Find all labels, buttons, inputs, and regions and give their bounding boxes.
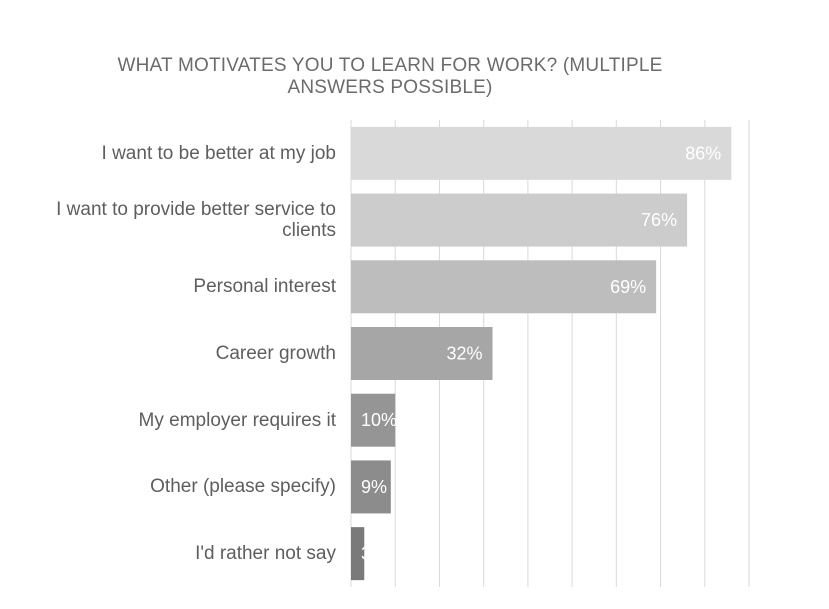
bar	[351, 393, 396, 447]
bar	[351, 460, 391, 514]
data-label: 76%	[641, 210, 677, 230]
bar	[351, 327, 493, 380]
data-label: 9%	[361, 477, 387, 497]
bar	[351, 193, 688, 247]
category-label: I want to provide better service to	[56, 199, 336, 221]
category-label: clients	[282, 220, 336, 242]
category-label: I want to be better at my job	[101, 142, 336, 164]
bar	[351, 527, 365, 581]
data-label: 69%	[610, 277, 646, 297]
chart-title-line-1: WHAT MOTIVATES YOU TO LEARN FOR WORK? (M…	[117, 55, 663, 76]
category-label: My employer requires it	[138, 409, 336, 431]
category-label: Other (please specify)	[150, 476, 336, 498]
data-label: 3%	[361, 544, 387, 564]
category-label: I'd rather not say	[195, 543, 336, 565]
bar	[351, 260, 657, 314]
chart-title-line-2: ANSWERS POSSIBLE)	[287, 77, 493, 98]
category-label: Career growth	[215, 343, 336, 364]
data-label: 10%	[361, 410, 397, 430]
data-label: 32%	[446, 344, 482, 364]
bar	[351, 126, 732, 180]
category-label: Personal interest	[193, 276, 336, 298]
data-label: 86%	[685, 143, 721, 163]
